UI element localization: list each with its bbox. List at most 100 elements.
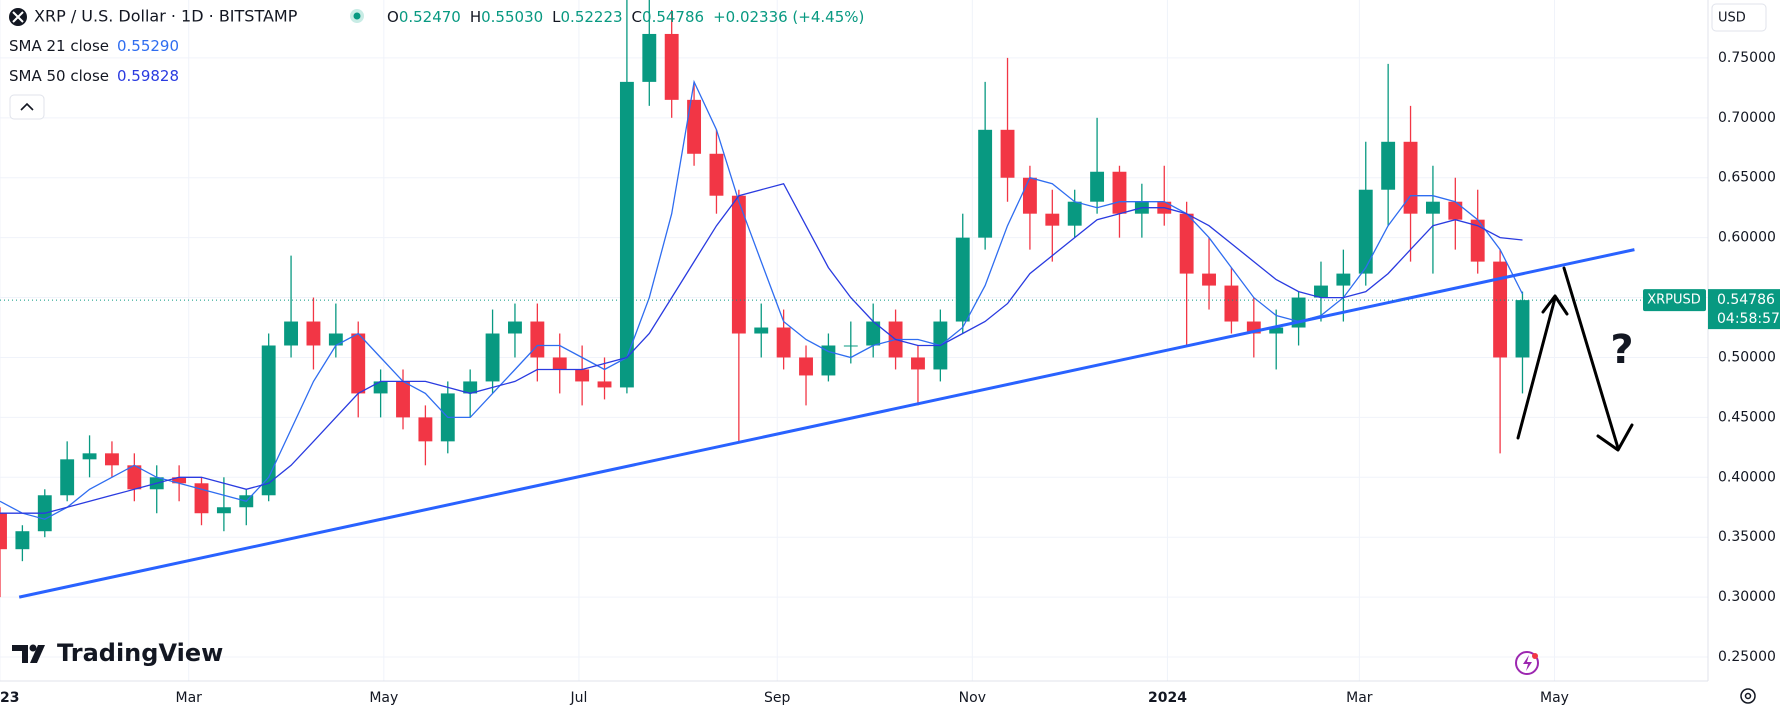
collapse-button[interactable] (9, 94, 45, 120)
candle-body (552, 357, 567, 370)
symbol-box (1643, 289, 1706, 312)
candle-body (351, 333, 366, 394)
sma-legend: SMA 21 close 0.55290 (9, 37, 179, 55)
candle-body (1202, 273, 1216, 286)
x-tick-label: Mar (176, 690, 203, 706)
candle-body (485, 333, 500, 382)
candle-body (1000, 129, 1015, 178)
x-tick-label: May (369, 690, 398, 706)
sma-line (0, 182, 1523, 514)
candle-body (619, 81, 634, 388)
candle-body (731, 195, 746, 334)
annotation: ? (1610, 327, 1633, 373)
candle-body (687, 99, 702, 154)
logo-mark (29, 644, 37, 652)
candle-body (0, 513, 7, 550)
candle-body (1358, 189, 1373, 274)
currency: USD (1718, 11, 1746, 26)
candle-body (911, 357, 925, 370)
plot (0, 0, 1708, 599)
ohlc-values: O0.52470 H0.55030 L0.52223 C0.54786 +0.02336… (387, 8, 864, 26)
lightning-badge (1532, 653, 1538, 659)
y-tick-label: 0.30000 (1718, 589, 1776, 605)
logo-mark (30, 645, 45, 663)
candle-body (843, 345, 858, 347)
candle-body (1179, 213, 1194, 274)
candle-body (1269, 327, 1284, 334)
candle-body (82, 453, 97, 460)
candle-body (799, 357, 813, 376)
ohlc-value: 0.52470 (399, 8, 461, 26)
settings-icon-core (1744, 692, 1752, 700)
symbol-icon-x (12, 11, 24, 23)
price-label: XRPUSD 0.54786 04:58:57 (1643, 289, 1780, 330)
candle-body (328, 333, 343, 346)
y-tick-label: 0.60000 (1718, 230, 1776, 246)
candle-body (373, 381, 388, 394)
candle-body (1067, 201, 1082, 226)
price-box (1708, 289, 1780, 330)
ohlc-key: L (552, 8, 561, 26)
symbol-label: XRPUSD (1647, 293, 1701, 308)
candle-body (1022, 177, 1037, 214)
brand: TradingView (57, 639, 223, 667)
candle-body (754, 327, 769, 334)
time-axis-bg (0, 681, 1780, 710)
candle-body (1314, 285, 1328, 298)
candle-body (1470, 219, 1485, 262)
price-axis-bg (1708, 0, 1780, 710)
candle-body (396, 381, 410, 418)
y-tick-label: 0.65000 (1718, 170, 1776, 186)
candle-body (60, 459, 75, 496)
drawn-arrows (1516, 266, 1634, 452)
ohlc-key: C (632, 8, 642, 26)
ohlc-key: H (470, 8, 481, 26)
candle-body (306, 321, 321, 346)
y-tick-label: 0.50000 (1718, 349, 1776, 365)
ohlc-key: O (387, 8, 399, 26)
candle-body (15, 531, 30, 550)
arrow-down (1562, 266, 1620, 450)
arrow-up (1516, 296, 1557, 440)
title: XRP / U.S. Dollar · 1D · BITSTAMP (34, 7, 298, 26)
market-status-dot (353, 12, 361, 20)
candle-body (978, 129, 993, 238)
ohlc-value: 0.54786 (642, 8, 704, 26)
legend-header: XRP / U.S. Dollar · 1D · BITSTAMP O0.524… (9, 7, 864, 120)
x-tick-label: Sep (764, 690, 791, 706)
lightning-bolt (1523, 655, 1532, 671)
logo-mark (12, 645, 28, 663)
candle-body (418, 417, 433, 442)
x-tick-label: Jul (569, 690, 587, 706)
candle-body (642, 33, 657, 82)
settings-icon[interactable] (1740, 688, 1756, 704)
y-tick-label: 0.45000 (1718, 409, 1776, 425)
sma-value: 0.59828 (117, 67, 179, 85)
price-value: 0.54786 (1717, 292, 1775, 308)
candle-body (1112, 171, 1127, 214)
candle-body (1425, 201, 1440, 214)
candle-body (597, 381, 612, 388)
y-tick-label: 0.35000 (1718, 529, 1776, 545)
x-tick-label: 2024 (1148, 690, 1187, 706)
candle-body (955, 237, 970, 322)
candle-body (1515, 300, 1530, 358)
candle-body (1045, 213, 1060, 226)
x-tick-label: Nov (959, 690, 986, 706)
candle-body (1246, 321, 1261, 334)
x-tick-label: Mar (1346, 690, 1373, 706)
lightning-icon[interactable] (1515, 651, 1539, 675)
candle-body (1381, 141, 1396, 190)
y-tick-label: 0.25000 (1718, 649, 1776, 665)
candle-body (1493, 261, 1508, 358)
candle-body (530, 321, 545, 358)
currency-button[interactable] (1711, 3, 1767, 32)
candle-body (261, 345, 276, 496)
countdown: 04:58:57 (1717, 311, 1780, 327)
x-tick-label: May (1540, 690, 1569, 706)
candle-body (1448, 201, 1463, 220)
y-tick-label: 0.70000 (1718, 110, 1776, 126)
ohlc-value: 0.52223 (561, 8, 623, 26)
